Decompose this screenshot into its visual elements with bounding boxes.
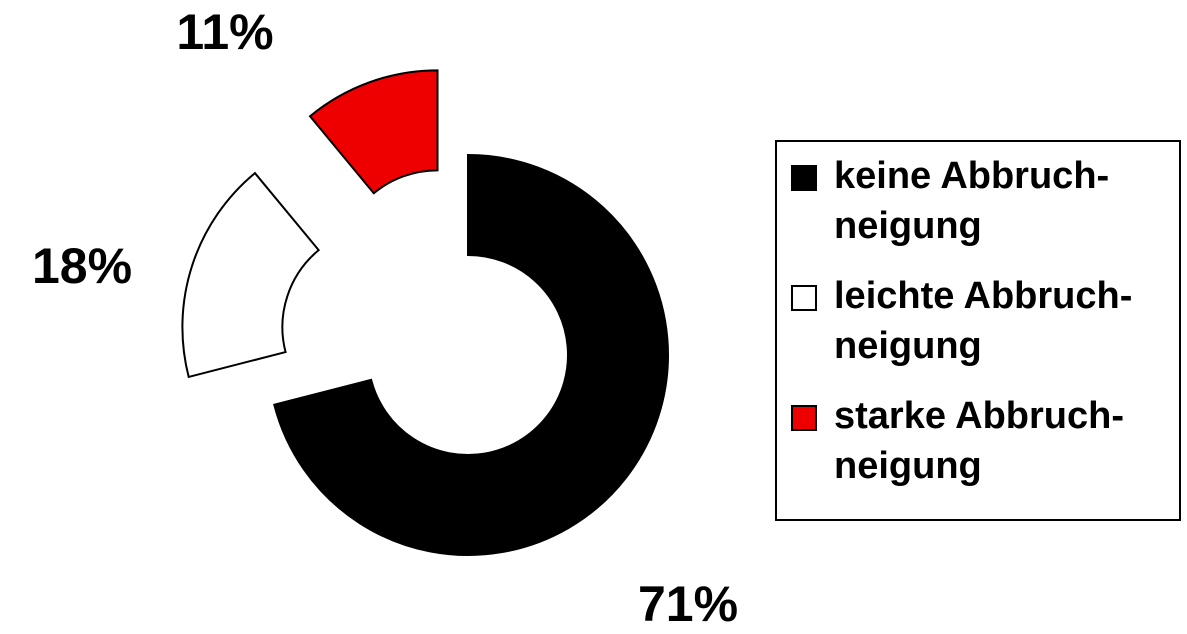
legend-swatch: [791, 165, 817, 191]
data-label: 71%: [638, 576, 738, 632]
slice: [308, 69, 439, 195]
data-label: 11%: [176, 4, 273, 60]
legend-box: [775, 140, 1181, 521]
slice: [273, 153, 669, 556]
slice: [181, 171, 321, 379]
legend-swatch: [791, 405, 817, 431]
legend-label: keine Abbruch-neigung: [834, 155, 1109, 247]
legend-swatch: [791, 285, 817, 311]
legend-label: starke Abbruch-neigung: [834, 395, 1124, 487]
legend-label: leichte Abbruch-neigung: [834, 275, 1132, 367]
data-label: 18%: [32, 238, 132, 294]
